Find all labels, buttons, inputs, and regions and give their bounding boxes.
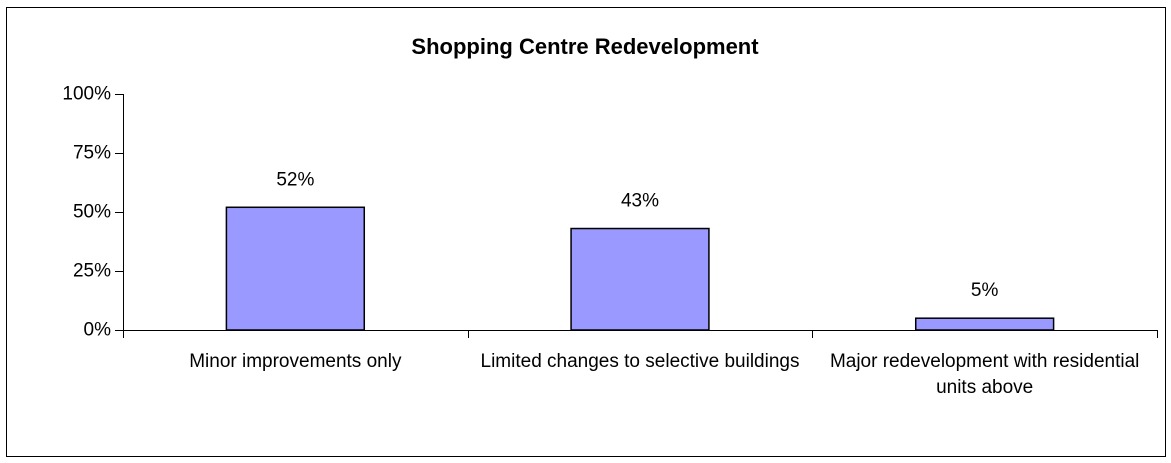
data-label: 43% (621, 191, 659, 212)
bar (225, 206, 366, 331)
x-tick-label: Major redevelopment with residential unit… (830, 351, 1139, 398)
y-tick-label: 50% (73, 202, 111, 223)
bar (914, 317, 1055, 331)
y-tick-label: 75% (73, 143, 111, 164)
bar (570, 227, 710, 331)
x-tick-label: Limited changes to selective buildings (481, 351, 800, 372)
data-label: 52% (276, 169, 314, 190)
y-tick-label: 100% (62, 84, 111, 105)
data-label: 5% (971, 280, 999, 301)
y-tick-label: 0% (84, 320, 112, 341)
chart-title: Shopping Centre Redevelopment (411, 34, 759, 59)
y-tick-label: 25% (73, 261, 111, 282)
x-tick-label: Minor improvements only (189, 351, 402, 372)
